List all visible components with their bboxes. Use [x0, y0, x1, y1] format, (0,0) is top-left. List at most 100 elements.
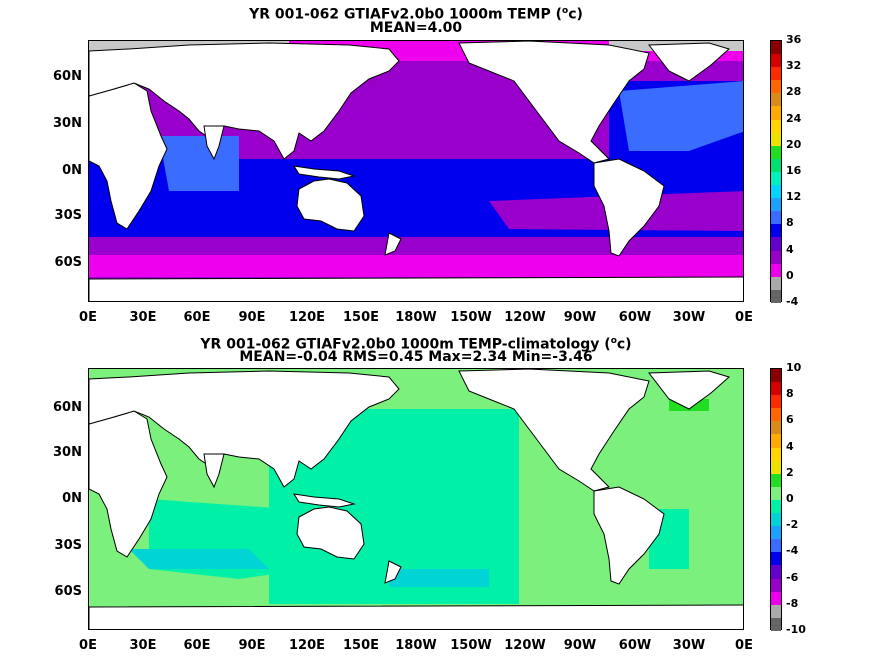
colorbar-tick-label: 28 [786, 85, 802, 99]
panel1-lon-label: 180W [395, 310, 437, 325]
colorbar-tick-label: 0 [786, 268, 794, 282]
colorbar-tick-label: 36 [786, 33, 802, 46]
panel2-lon-label: 30E [129, 638, 157, 653]
colorbar-swatch [771, 552, 781, 566]
panel1-lon-label: 90W [563, 310, 597, 325]
panel1-lat-label: 30N [53, 116, 82, 131]
colorbar-swatch [771, 211, 781, 225]
colorbar-swatch [771, 499, 781, 514]
panel2-lon-label: 150W [450, 638, 492, 653]
colorbar-swatch [771, 408, 781, 422]
colorbar-tick-label: -6 [786, 570, 799, 584]
colorbar-swatch [771, 513, 781, 527]
colorbar-swatch [771, 604, 781, 618]
panel1-lon-label: 90E [238, 310, 266, 325]
colorbar-swatch [771, 617, 781, 631]
colorbar-tick-label: 10 [786, 361, 802, 374]
colorbar-tick-label: -8 [786, 596, 799, 610]
panel1-title-line1: YR 001-062 GTIAFv2.0b0 1000m TEMP (oc) [249, 6, 583, 23]
panel1-lon-label: 150W [450, 310, 492, 325]
panel1-lat-label: 60S [54, 255, 82, 270]
panel2-lon-label: 120E [288, 638, 326, 653]
panel2-title-line1: YR 001-062 GTIAFv2.0b0 1000m TEMP-climat… [200, 336, 632, 353]
colorbar-swatch [771, 263, 781, 277]
colorbar-swatch [771, 526, 781, 540]
colorbar-swatch [771, 565, 781, 579]
panel1-lon-label: 150E [342, 310, 380, 325]
colorbar-tick-label: -4 [786, 295, 799, 308]
colorbar-swatch [771, 224, 781, 238]
panel2-lat-label: 60N [53, 400, 82, 415]
colorbar-swatch [771, 106, 781, 120]
panel1-lon-label: 30E [129, 310, 157, 325]
panel1-lon-label: 120E [288, 310, 326, 325]
colorbar-swatch [771, 67, 781, 81]
colorbar-swatch [771, 171, 781, 186]
panel2-field-plot [89, 369, 743, 629]
panel1-lon-label: 60E [183, 310, 211, 325]
panel1-colorbar [770, 40, 782, 303]
panel1-field-plot [89, 41, 743, 301]
colorbar-swatch [771, 434, 781, 448]
colorbar-swatch [771, 486, 781, 500]
panel2-map [88, 368, 744, 630]
colorbar-swatch [771, 539, 781, 553]
colorbar-tick-label: 0 [786, 492, 794, 505]
colorbar-tick-label: 4 [786, 439, 794, 453]
colorbar-swatch [771, 250, 781, 264]
colorbar-swatch [771, 460, 781, 474]
panel2-lon-label: 180W [395, 638, 437, 653]
colorbar-swatch [771, 289, 781, 303]
colorbar-swatch [771, 591, 781, 605]
colorbar-tick-label: 4 [786, 242, 794, 256]
panel2-title-line2: MEAN=-0.04 RMS=0.45 Max=2.34 Min=-3.46 [239, 349, 593, 365]
panel1-lon-label: 0E [79, 310, 97, 325]
colorbar-tick-label: 6 [786, 413, 794, 427]
panel2-lon-label: 120W [504, 638, 546, 653]
panel2-lat-label: 30S [54, 538, 82, 553]
colorbar-tick-label: 12 [786, 190, 802, 204]
colorbar-swatch [771, 237, 781, 251]
colorbar-swatch [771, 145, 781, 159]
panel1-lon-label: 0E [735, 310, 753, 325]
colorbar-tick-label: 20 [786, 137, 802, 151]
panel2-lon-label: 90W [563, 638, 597, 653]
colorbar-swatch [771, 473, 781, 487]
panel1-lat-label: 60N [53, 69, 82, 84]
panel2-lat-label: 60S [54, 584, 82, 599]
colorbar-tick-label: 8 [786, 216, 794, 230]
colorbar-swatch [771, 93, 781, 107]
colorbar-swatch [771, 395, 781, 409]
panel2-lon-label: 0E [735, 638, 753, 653]
colorbar-swatch [771, 185, 781, 199]
panel1-lon-label: 120W [504, 310, 546, 325]
colorbar-swatch [771, 54, 781, 68]
panel1-map [88, 40, 744, 302]
colorbar-tick-label: 24 [786, 111, 802, 125]
panel1-lat-label: 0N [62, 163, 82, 178]
colorbar-tick-label: -10 [786, 623, 806, 636]
colorbar-swatch [771, 132, 781, 146]
colorbar-swatch [771, 276, 781, 290]
colorbar-tick-label: 8 [786, 387, 794, 401]
colorbar-tick-label: -4 [786, 544, 799, 558]
panel1-title-line2: MEAN=4.00 [369, 20, 463, 36]
colorbar-tick-label: 2 [786, 465, 794, 479]
panel2-lon-label: 0E [79, 638, 97, 653]
colorbar-swatch [771, 80, 781, 94]
panel1-lon-label: 60W [618, 310, 652, 325]
colorbar-swatch [771, 421, 781, 435]
panel2-lon-label: 150E [342, 638, 380, 653]
panel1-lon-label: 30W [672, 310, 706, 325]
panel2-lon-label: 60W [618, 638, 652, 653]
colorbar-swatch [771, 578, 781, 592]
colorbar-swatch [771, 382, 781, 396]
colorbar-swatch [771, 198, 781, 212]
panel2-lat-label: 0N [62, 491, 82, 506]
colorbar-swatch [771, 369, 781, 383]
colorbar-swatch [771, 119, 781, 133]
panel2-colorbar [770, 368, 782, 631]
panel2-lon-label: 30W [672, 638, 706, 653]
colorbar-tick-label: 32 [786, 59, 802, 73]
panel2-lon-label: 60E [183, 638, 211, 653]
